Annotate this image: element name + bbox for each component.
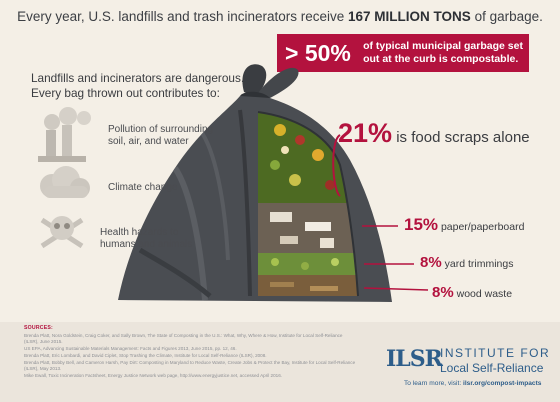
stat-yard-pct: 8% (420, 254, 442, 271)
source-line: (ILSR), May 2013. (24, 366, 62, 371)
stat-yard-label: yard trimmings (444, 258, 514, 270)
stat-wood-label: wood waste (456, 288, 513, 300)
source-line: (ILSR), June 2015. (24, 339, 63, 344)
lead-line-1: Landfills and incinerators are dangerous… (31, 71, 245, 85)
lead-line-2: Every bag thrown out contributes to: (31, 86, 220, 100)
org-name-line-2: Local Self-Reliance (440, 361, 544, 375)
stat-paper: 15% paper/paperboard (404, 215, 524, 235)
source-line: Brenda Platt, Eric Lombardi, and David C… (24, 353, 267, 358)
headline-suffix: of garbage. (474, 9, 543, 24)
compostable-banner: > 50% of typical municipal garbage set o… (277, 34, 529, 72)
bag-body (118, 96, 392, 302)
stat-food-pct: 21% (338, 118, 393, 148)
hazard-health-line-2: humans and animals (100, 239, 193, 250)
stat-paper-pct: 15% (404, 215, 439, 234)
ilsr-logo: ILSR (386, 346, 443, 372)
sources-panel: SOURCES: Brenda Platt, Nora Goldstein, C… (0, 322, 560, 402)
danger-lead: Landfills and incinerators are dangerous… (31, 71, 246, 101)
hazard-pollution: Pollution of surrounding soil, air, and … (108, 124, 213, 148)
hazard-climate: Climate change (108, 182, 177, 194)
hazard-pollution-line-1: Pollution of surrounding (108, 124, 214, 135)
stat-yard: 8% yard trimmings (420, 254, 513, 271)
stat-wood-pct: 8% (432, 284, 454, 301)
stat-paper-label: paper/paperboard (440, 221, 525, 233)
hazard-health-line-1: Health hazards to (100, 227, 179, 238)
hazard-health: Health hazards to humans and animals (100, 227, 192, 251)
stat-food-label: is food scraps alone (396, 129, 530, 146)
stat-food-scraps: 21% is food scraps alone (338, 118, 530, 149)
garbage-bag-illustration (38, 64, 429, 302)
hazard-pollution-line-2: soil, air, and water (108, 136, 189, 147)
learn-more-link[interactable]: ilsr.org/compost-impacts (463, 380, 542, 387)
hazard-climate-line-1: Climate change (108, 182, 178, 193)
headline-emphasis: 167 MILLION TONS (348, 9, 471, 24)
source-line: Mike Ewall, Toxic Incineration Factsheet… (24, 373, 283, 378)
learn-more: To learn more, visit: ilsr.org/compost-i… (404, 380, 541, 387)
yard-layer (258, 253, 358, 275)
headline-prefix: Every year, U.S. landfills and trash inc… (17, 9, 345, 24)
skull-crossbones-icon (40, 216, 84, 249)
org-name-line-1: INSTITUTE FOR (440, 346, 551, 360)
leader-lines (332, 134, 429, 291)
stat-wood: 8% wood waste (432, 284, 512, 301)
source-line: US EPA, Advancing Sustainable Materials … (24, 346, 237, 351)
cloud-icon (40, 166, 90, 198)
sources-title: SOURCES: (24, 325, 53, 331)
bag-tie (240, 64, 299, 103)
learn-more-prefix: To learn more, visit: (404, 380, 462, 387)
source-line: Brenda Platt, Bobby Bell, and Cameron Ha… (24, 360, 356, 365)
headline: Every year, U.S. landfills and trash inc… (0, 9, 560, 24)
banner-text: of typical municipal garbage set out at … (363, 40, 523, 65)
source-line: Brenda Platt, Nora Goldstein, Craig Coke… (24, 333, 343, 338)
banner-value: > 50% (285, 39, 351, 66)
smokestack-icon (38, 107, 91, 162)
